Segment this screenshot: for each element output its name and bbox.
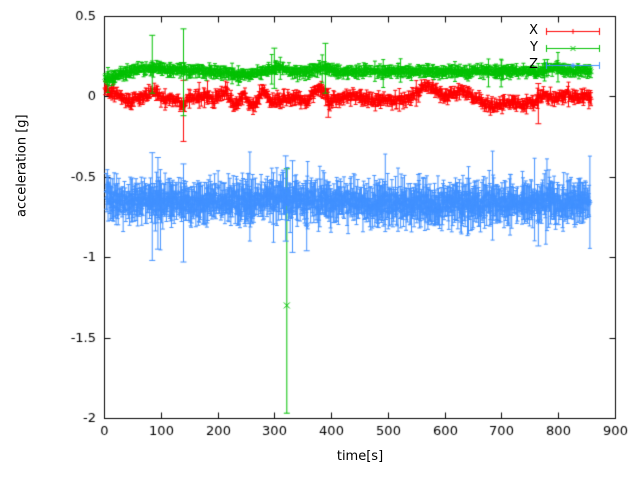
x-axis-title: time[s] [336, 449, 384, 464]
legend-label-x: X [529, 23, 538, 38]
legend-label-z: Z [529, 57, 538, 72]
legend-label-y: Y [530, 40, 538, 55]
